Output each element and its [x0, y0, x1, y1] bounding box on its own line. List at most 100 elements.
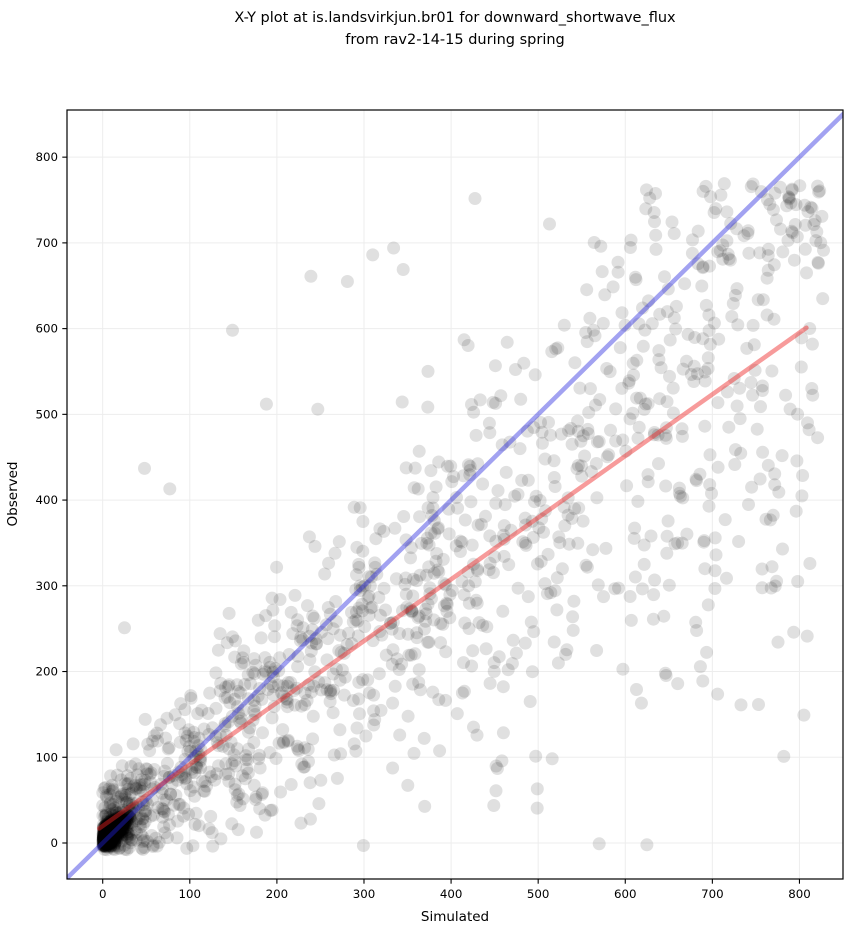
scatter-point	[489, 534, 503, 548]
scatter-point	[103, 825, 117, 839]
scatter-point	[306, 709, 320, 723]
scatter-point	[592, 435, 606, 448]
scatter-point	[96, 833, 110, 847]
scatter-point	[98, 837, 112, 851]
scatter-point	[496, 726, 510, 740]
scatter-point	[562, 424, 575, 438]
scatter-point	[126, 737, 140, 751]
scatter-point	[266, 670, 280, 684]
scatter-point	[597, 590, 610, 604]
scatter-point	[249, 790, 263, 804]
scatter-point	[128, 823, 142, 837]
scatter-point	[98, 833, 112, 847]
scatter-point	[101, 828, 115, 842]
scatter-point	[375, 628, 389, 642]
scatter-point	[508, 489, 522, 503]
scatter-point	[346, 694, 360, 707]
scatter-point	[103, 821, 117, 835]
scatter-point	[98, 822, 112, 836]
scatter-point	[98, 823, 111, 836]
scatter-point	[476, 477, 490, 491]
scatter-point	[746, 318, 760, 332]
scatter-point	[97, 820, 111, 834]
scatter-point	[106, 824, 120, 838]
scatter-point	[716, 238, 730, 252]
scatter-point	[101, 822, 115, 836]
scatter-point	[413, 683, 427, 697]
scatter-point	[98, 832, 112, 846]
scatter-point	[236, 651, 250, 665]
scatter-point	[98, 821, 112, 835]
scatter-point	[732, 535, 746, 548]
scatter-point	[509, 363, 522, 376]
scatter-point	[100, 822, 114, 836]
scatter-point	[250, 825, 263, 839]
scatter-point	[606, 280, 620, 294]
scatter-point	[395, 395, 409, 409]
scatter-point	[182, 807, 196, 821]
scatter-point	[622, 376, 636, 390]
scatter-point	[377, 524, 391, 538]
scatter-point	[628, 570, 642, 584]
scatter-point	[99, 836, 112, 850]
scatter-point	[104, 839, 118, 853]
scatter-point	[96, 831, 110, 844]
plot-border	[66, 109, 844, 880]
scatter-point	[603, 365, 617, 379]
scatter-point	[101, 821, 115, 835]
scatter-point	[462, 622, 476, 635]
scatter-point	[263, 655, 277, 669]
scatter-point	[120, 830, 134, 844]
scatter-point	[307, 679, 321, 693]
scatter-point	[408, 461, 422, 475]
scatter-point	[179, 764, 192, 778]
scatter-point	[121, 769, 134, 783]
scatter-point	[755, 562, 769, 576]
scatter-point	[400, 600, 414, 614]
scatter-point	[99, 808, 113, 822]
scatter-point	[793, 179, 807, 193]
scatter-point	[105, 834, 119, 848]
scatter-point	[214, 832, 228, 846]
scatter-point	[105, 809, 119, 822]
scatter-point	[588, 329, 602, 343]
scatter-point	[384, 616, 397, 630]
scatter-point	[108, 809, 122, 823]
scatter-point	[768, 186, 782, 200]
scatter-point	[104, 837, 118, 850]
scatter-point	[355, 580, 369, 594]
scatter-point	[672, 481, 686, 495]
scatter-point	[194, 761, 208, 775]
scatter-point	[121, 800, 135, 814]
scatter-point	[98, 810, 112, 823]
x-tick-label: 600	[614, 887, 637, 901]
scatter-point	[615, 381, 629, 395]
scatter-point	[106, 818, 120, 832]
scatter-point	[100, 825, 114, 839]
scatter-point	[104, 832, 118, 846]
scatter-point	[815, 209, 829, 223]
scatter-point	[412, 444, 426, 458]
scatter-point	[111, 817, 125, 831]
y-tick-label: 400	[35, 493, 58, 507]
scatter-point	[723, 253, 737, 267]
scatter-point	[96, 838, 110, 852]
scatter-point	[108, 826, 122, 840]
scatter-point	[302, 755, 315, 768]
scatter-point	[340, 638, 354, 652]
scatter-point	[106, 819, 119, 833]
scatter-point	[266, 688, 280, 702]
scatter-point	[98, 835, 112, 849]
scatter-point	[111, 815, 125, 829]
scatter-point	[178, 772, 192, 786]
scatter-point	[105, 816, 119, 830]
scatter-point	[219, 680, 232, 694]
scatter-point	[110, 828, 124, 842]
scatter-point	[110, 820, 124, 834]
scatter-point	[106, 828, 120, 841]
scatter-point	[115, 824, 129, 838]
scatter-point	[106, 826, 120, 840]
scatter-point	[419, 614, 433, 628]
scatter-point	[96, 836, 110, 850]
scatter-point	[487, 656, 501, 670]
